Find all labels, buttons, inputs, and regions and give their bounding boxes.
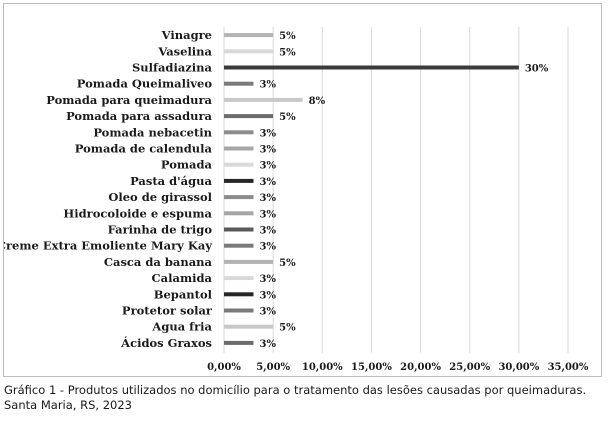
- data-label: 3%: [259, 290, 276, 301]
- category-label: Pomada: [161, 158, 213, 172]
- chart-frame: Vinagre Vaselina Sulfadiazina Pomada Queima…: [3, 3, 602, 377]
- x-axis-ticks: 0,00% 5,00% 10,00% 15,00% 20,00% 25,00% 30,00%…: [207, 362, 589, 373]
- figure-caption: Gráfico 1 - Produtos utilizados no domic…: [4, 383, 587, 412]
- data-label: 5%: [279, 47, 296, 58]
- bar: [224, 243, 254, 248]
- category-label: Pomada Queimaliveo: [77, 77, 213, 91]
- bar: [224, 49, 274, 54]
- category-label: Ácidos Graxos: [120, 336, 212, 350]
- data-label: 5%: [279, 258, 296, 269]
- category-label: Agua fria: [151, 320, 212, 334]
- category-label: Sulfadiazina: [132, 61, 213, 75]
- category-label: Casca da banana: [104, 255, 213, 269]
- category-labels: Vinagre Vaselina Sulfadiazina Pomada Queima…: [4, 28, 213, 350]
- bar: [224, 308, 254, 313]
- x-tick-label: 20,00%: [400, 362, 441, 373]
- data-label: 3%: [259, 161, 276, 172]
- data-label: 3%: [259, 128, 276, 139]
- bar: [224, 65, 519, 70]
- data-label: 3%: [259, 80, 276, 91]
- bar: [224, 292, 254, 297]
- category-label: Vinagre: [161, 28, 212, 42]
- bar: [224, 146, 254, 151]
- x-tick-label: 15,00%: [351, 362, 392, 373]
- category-label: Pasta d'água: [130, 174, 212, 188]
- data-label: 3%: [259, 177, 276, 188]
- category-label: Creme Extra Emoliente Mary Kay: [4, 239, 212, 253]
- bar: [224, 211, 254, 216]
- data-labels: 5%5%30%3%8%5%3%3%3%3%3%3%3%3%5%3%3%3%5%3…: [259, 31, 548, 350]
- category-label: Pomada para queimadura: [46, 93, 212, 107]
- category-label: Oleo de girassol: [108, 190, 212, 204]
- category-label: Vaselina: [157, 44, 212, 58]
- bar-chart: Vinagre Vaselina Sulfadiazina Pomada Queima…: [4, 27, 589, 373]
- category-label: Bepantol: [154, 287, 213, 301]
- category-label: Farinha de trigo: [108, 223, 213, 237]
- category-label: Pomada para assadura: [66, 109, 212, 123]
- data-label: 30%: [525, 64, 549, 75]
- bar: [224, 195, 254, 200]
- x-tick-label: 10,00%: [302, 362, 343, 373]
- data-label: 3%: [259, 209, 276, 220]
- bar: [224, 114, 274, 119]
- category-label: Calamida: [152, 271, 213, 285]
- category-label: Hidrocoloide e espuma: [63, 206, 212, 220]
- x-tick-label: 0,00%: [207, 362, 241, 373]
- data-label: 3%: [259, 242, 276, 253]
- data-label: 3%: [259, 193, 276, 204]
- data-label: 5%: [279, 323, 296, 334]
- bar: [224, 227, 254, 232]
- x-tick-label: 35,00%: [548, 362, 589, 373]
- x-tick-label: 5,00%: [256, 362, 290, 373]
- bar: [224, 324, 274, 329]
- data-label: 3%: [259, 226, 276, 237]
- bar: [224, 81, 254, 86]
- x-tick-label: 30,00%: [498, 362, 539, 373]
- bar: [224, 33, 274, 38]
- bar: [224, 130, 254, 135]
- data-label: 3%: [259, 339, 276, 350]
- data-label: 8%: [309, 96, 326, 107]
- data-label: 5%: [279, 112, 296, 123]
- category-label: Pomada nebacetin: [93, 125, 212, 139]
- data-label: 5%: [279, 31, 296, 42]
- bar: [224, 97, 303, 102]
- x-tick-label: 25,00%: [449, 362, 490, 373]
- bar: [224, 259, 274, 264]
- category-label: Pomada de calendula: [75, 142, 213, 156]
- bar: [224, 276, 254, 281]
- bars: [224, 33, 519, 345]
- data-label: 3%: [259, 307, 276, 318]
- data-label: 3%: [259, 145, 276, 156]
- bar: [224, 162, 254, 167]
- category-label: Protetor solar: [122, 304, 213, 318]
- bar: [224, 340, 254, 345]
- grid-lines: [223, 27, 569, 353]
- bar: [224, 178, 254, 183]
- data-label: 3%: [259, 274, 276, 285]
